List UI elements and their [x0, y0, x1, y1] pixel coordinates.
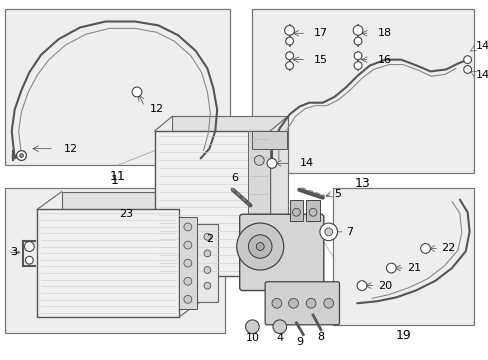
Text: 18: 18: [377, 28, 391, 38]
Circle shape: [266, 158, 276, 168]
Bar: [305, 199, 319, 221]
Circle shape: [305, 298, 315, 308]
Text: 10: 10: [245, 333, 259, 343]
Circle shape: [248, 235, 271, 258]
Circle shape: [323, 298, 333, 308]
Circle shape: [25, 256, 33, 264]
Circle shape: [20, 154, 23, 157]
Circle shape: [463, 66, 470, 73]
Circle shape: [308, 208, 316, 216]
Text: 15: 15: [313, 55, 327, 65]
FancyBboxPatch shape: [239, 214, 323, 291]
Text: 2: 2: [206, 234, 213, 244]
Polygon shape: [61, 192, 203, 300]
Text: 17: 17: [313, 28, 327, 38]
Bar: [252, 131, 286, 149]
Circle shape: [353, 52, 361, 60]
Circle shape: [463, 56, 470, 64]
Circle shape: [183, 259, 191, 267]
Circle shape: [183, 241, 191, 249]
Circle shape: [17, 150, 26, 161]
Circle shape: [183, 277, 191, 285]
Circle shape: [292, 208, 300, 216]
Bar: [289, 199, 303, 221]
Text: 19: 19: [394, 329, 410, 342]
Circle shape: [203, 233, 210, 240]
Bar: [252, 9, 472, 173]
Circle shape: [353, 62, 361, 69]
Circle shape: [420, 244, 429, 253]
Text: 14: 14: [474, 70, 488, 80]
Circle shape: [386, 263, 395, 273]
Circle shape: [132, 87, 142, 97]
Circle shape: [245, 320, 259, 334]
Text: 6: 6: [231, 173, 238, 183]
Bar: [5, 188, 224, 333]
Polygon shape: [172, 116, 287, 261]
Text: 14: 14: [474, 41, 488, 51]
Bar: [179, 217, 196, 309]
Circle shape: [285, 62, 293, 69]
Circle shape: [319, 223, 337, 240]
Circle shape: [285, 37, 293, 45]
Text: 20: 20: [377, 281, 391, 291]
Text: 12: 12: [149, 104, 163, 114]
Circle shape: [272, 320, 286, 334]
Text: 11: 11: [109, 170, 125, 183]
Circle shape: [256, 243, 264, 251]
Circle shape: [356, 281, 366, 291]
Circle shape: [203, 267, 210, 274]
Text: 4: 4: [276, 333, 283, 343]
FancyBboxPatch shape: [264, 282, 339, 325]
Circle shape: [352, 26, 362, 35]
Bar: [37, 210, 179, 317]
Circle shape: [285, 52, 293, 60]
Text: 22: 22: [440, 243, 454, 253]
Bar: [5, 9, 229, 165]
Text: 1: 1: [110, 174, 118, 186]
Circle shape: [236, 223, 283, 270]
Circle shape: [24, 242, 34, 251]
Circle shape: [254, 247, 264, 256]
Circle shape: [183, 223, 191, 231]
Text: 8: 8: [317, 332, 324, 342]
Text: 9: 9: [295, 337, 302, 347]
Circle shape: [183, 296, 191, 303]
Circle shape: [284, 26, 294, 35]
Text: 12: 12: [63, 144, 78, 154]
Circle shape: [271, 298, 281, 308]
Circle shape: [254, 156, 264, 165]
Text: 3: 3: [10, 247, 17, 257]
Text: 23: 23: [119, 209, 133, 219]
Circle shape: [203, 282, 210, 289]
Bar: [248, 131, 269, 276]
Bar: [196, 224, 218, 302]
Bar: [332, 188, 472, 325]
Text: 14: 14: [299, 158, 313, 168]
Circle shape: [324, 228, 332, 236]
Circle shape: [203, 250, 210, 257]
Circle shape: [288, 298, 298, 308]
Text: 16: 16: [377, 55, 391, 65]
Text: 13: 13: [354, 177, 370, 190]
Bar: [154, 131, 269, 276]
Text: 7: 7: [346, 227, 353, 237]
Text: 5: 5: [334, 189, 341, 199]
Circle shape: [353, 37, 361, 45]
Text: 21: 21: [406, 263, 420, 273]
